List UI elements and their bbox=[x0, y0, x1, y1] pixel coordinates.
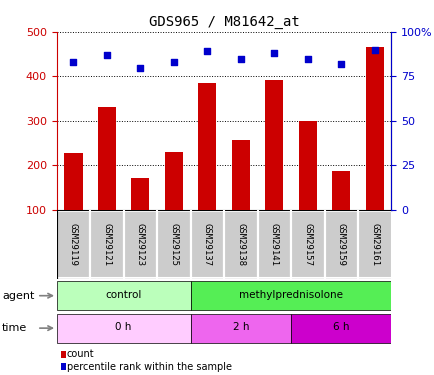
Point bbox=[304, 56, 311, 62]
Text: GSM29157: GSM29157 bbox=[302, 223, 312, 266]
Text: GSM29123: GSM29123 bbox=[135, 223, 145, 266]
Bar bbox=[224, 211, 257, 278]
Text: 0 h: 0 h bbox=[115, 322, 132, 333]
Bar bbox=[290, 314, 391, 343]
Text: 2 h: 2 h bbox=[232, 322, 248, 333]
Bar bbox=[331, 171, 350, 210]
Bar bbox=[64, 153, 82, 210]
Point bbox=[337, 61, 344, 67]
Point bbox=[137, 64, 144, 70]
Text: time: time bbox=[2, 323, 27, 333]
Bar bbox=[157, 211, 190, 278]
Text: percentile rank within the sample: percentile rank within the sample bbox=[67, 362, 231, 372]
Point bbox=[270, 50, 277, 56]
Bar bbox=[357, 211, 391, 278]
Point bbox=[237, 56, 244, 62]
Text: GSM29138: GSM29138 bbox=[236, 223, 245, 266]
Text: GSM29159: GSM29159 bbox=[336, 223, 345, 266]
Bar bbox=[264, 80, 283, 210]
Text: GSM29119: GSM29119 bbox=[69, 223, 78, 266]
Point bbox=[103, 52, 110, 58]
Bar bbox=[190, 211, 224, 278]
Text: methylprednisolone: methylprednisolone bbox=[238, 290, 342, 300]
Bar bbox=[97, 106, 116, 210]
Title: GDS965 / M81642_at: GDS965 / M81642_at bbox=[148, 15, 299, 30]
Bar bbox=[90, 211, 123, 278]
Bar bbox=[290, 211, 324, 278]
Text: GSM29125: GSM29125 bbox=[169, 223, 178, 266]
Text: count: count bbox=[67, 350, 94, 359]
Bar bbox=[324, 211, 357, 278]
Text: control: control bbox=[105, 290, 141, 300]
Bar bbox=[231, 140, 250, 210]
Bar bbox=[197, 83, 216, 210]
Bar bbox=[56, 314, 190, 343]
Bar bbox=[164, 152, 183, 210]
Point bbox=[70, 59, 77, 65]
Bar bbox=[365, 46, 383, 210]
Text: GSM29137: GSM29137 bbox=[202, 223, 211, 266]
Bar bbox=[190, 314, 290, 343]
Bar bbox=[298, 121, 316, 210]
Bar bbox=[56, 281, 190, 310]
Bar bbox=[56, 211, 90, 278]
Text: agent: agent bbox=[2, 291, 34, 301]
Text: GSM29121: GSM29121 bbox=[102, 223, 111, 266]
Text: GSM29161: GSM29161 bbox=[369, 223, 378, 266]
Point bbox=[371, 47, 378, 53]
Bar bbox=[123, 211, 157, 278]
Text: GSM29141: GSM29141 bbox=[269, 223, 278, 266]
Bar bbox=[257, 211, 290, 278]
Bar bbox=[131, 178, 149, 210]
Point bbox=[170, 59, 177, 65]
Point bbox=[203, 48, 210, 54]
Text: 6 h: 6 h bbox=[332, 322, 349, 333]
Bar bbox=[190, 281, 391, 310]
